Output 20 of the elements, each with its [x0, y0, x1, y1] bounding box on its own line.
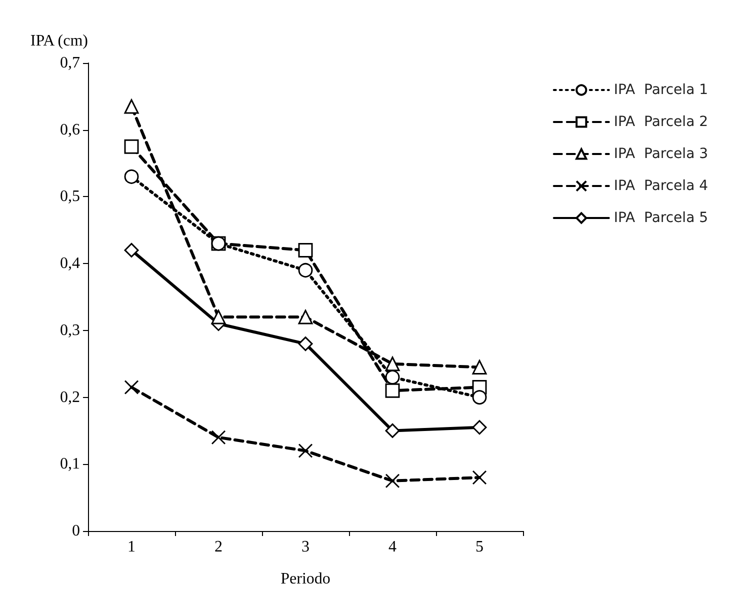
x-tick-label: 5 [476, 538, 484, 556]
legend-label: IPA Parcela 5 [614, 210, 708, 226]
y-axis-title: IPA (cm) [30, 32, 88, 50]
y-tick-label: 0,6 [60, 121, 80, 138]
x-tick-label: 2 [214, 538, 222, 556]
y-tick-label: 0,5 [60, 188, 80, 206]
x-axis-title: Periodo [280, 570, 330, 588]
legend-label: IPA Parcela 4 [614, 178, 708, 194]
y-tick-label: 0,4 [60, 255, 80, 272]
x-tick-label: 1 [128, 538, 136, 556]
legend-label: IPA Parcela 1 [614, 82, 708, 98]
y-tick-label: 0,2 [60, 388, 80, 406]
legend-label: IPA Parcela 3 [614, 146, 708, 162]
x-tick-label: 3 [302, 538, 310, 556]
y-tick-label: 0 [72, 522, 80, 540]
y-tick-label: 0,1 [60, 456, 80, 473]
y-tick-label: 0,7 [60, 54, 80, 72]
x-tick-label: 4 [388, 538, 396, 556]
y-tick-label: 0,3 [60, 322, 80, 339]
legend-label: IPA Parcela 2 [614, 114, 708, 130]
